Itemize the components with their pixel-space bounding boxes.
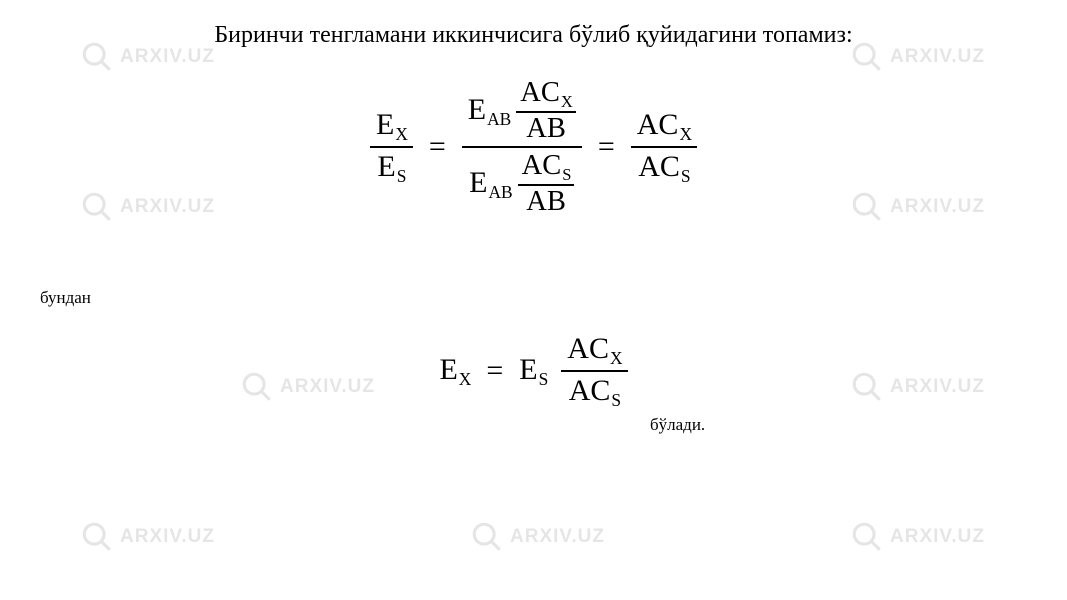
frac-acx-acs-2: ACX ACS bbox=[561, 330, 627, 412]
frac-ex-es: EX ES bbox=[370, 106, 413, 188]
label-bundan: бундан bbox=[40, 288, 91, 308]
page-heading: Биринчи тенгламани иккинчисига бўлиб қуй… bbox=[0, 22, 1067, 49]
term-es: ES bbox=[519, 353, 547, 390]
term-ex: EX bbox=[439, 353, 470, 390]
equals-3: = bbox=[484, 354, 505, 388]
equals-1: = bbox=[427, 130, 448, 164]
frac-acx-acs: ACX ACS bbox=[631, 106, 697, 188]
equals-2: = bbox=[596, 130, 617, 164]
label-buladi: бўлади. bbox=[650, 415, 705, 435]
equation-2: EX = ES ACX ACS bbox=[0, 330, 1067, 412]
frac-middle: EAB ACX AB EAB ACS AB bbox=[462, 75, 582, 220]
equation-1: EX ES = EAB ACX AB EAB bbox=[0, 75, 1067, 220]
